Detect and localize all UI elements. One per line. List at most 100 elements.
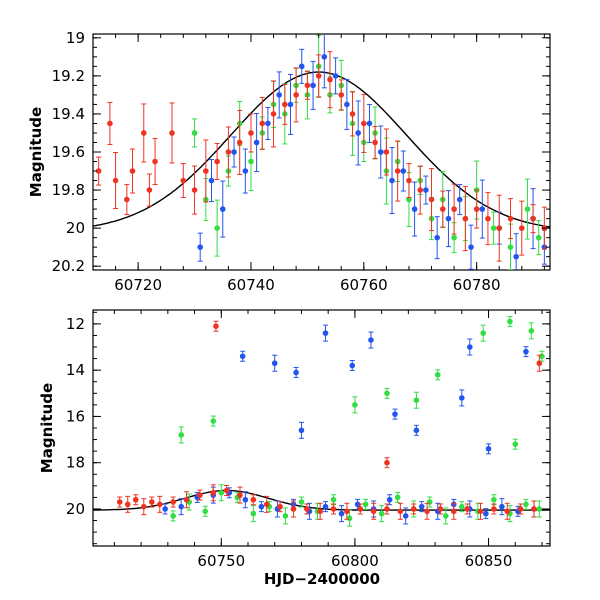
bottom-point-s2-15 [290, 500, 297, 518]
data-point [265, 120, 271, 127]
data-point [140, 130, 147, 136]
data-point [440, 206, 446, 212]
top-point-s0-23 [456, 184, 463, 216]
data-point [372, 139, 378, 146]
top-point-s2-10 [191, 165, 198, 215]
top-point-s0-27 [513, 233, 519, 270]
data-point [332, 73, 339, 79]
data-point [152, 158, 158, 165]
top-point-s2-15 [248, 113, 254, 153]
data-point [282, 101, 288, 108]
data-point [338, 92, 345, 98]
bottom-point-s0-0 [162, 503, 168, 515]
bottom-point-s2-24 [410, 503, 417, 515]
bottom-point-s0-5 [242, 491, 249, 509]
y-tick-label: 19.8 [52, 181, 85, 199]
bottom-point-s1-7 [282, 507, 289, 525]
bottom-point-s1-3 [218, 484, 225, 502]
data-point [298, 427, 305, 434]
top-point-s2-3 [124, 184, 130, 216]
top-model-curve [93, 71, 550, 228]
bottom-point-s0-10 [322, 501, 329, 513]
data-point [512, 441, 519, 447]
data-point [263, 501, 270, 508]
data-point [197, 244, 203, 250]
bottom-point-s0-20 [483, 508, 489, 520]
bottom-point-s2-32 [517, 503, 524, 515]
data-point [524, 206, 531, 212]
data-point [322, 330, 329, 336]
data-point [157, 501, 163, 508]
data-point [450, 508, 457, 515]
bottom-point-s2-35 [536, 354, 543, 372]
data-point [531, 506, 537, 512]
top-point-s2-16 [259, 96, 266, 150]
data-point [507, 244, 514, 250]
bottom-point-s1-5 [250, 505, 257, 523]
bottom-point-s2-8 [197, 489, 203, 501]
top-point-s2-28 [394, 140, 401, 202]
y-tick-label: 20.2 [52, 257, 85, 275]
data-point [248, 158, 254, 165]
y-tick-label: 14 [66, 361, 85, 379]
data-point [483, 510, 489, 517]
bottom-point-s0-11 [338, 505, 345, 523]
data-point [210, 489, 217, 496]
data-point [445, 215, 452, 222]
bottom-point-s1-25 [178, 426, 184, 444]
data-point [315, 73, 322, 79]
data-point [384, 506, 390, 512]
data-point [95, 168, 102, 174]
data-point [169, 130, 175, 136]
bottom-point-s2-4 [148, 496, 155, 508]
data-point [357, 506, 364, 512]
top-point-s2-30 [417, 165, 424, 215]
data-point [298, 499, 305, 505]
data-point [248, 130, 254, 136]
data-point [499, 503, 505, 510]
top-point-s2-7 [152, 138, 158, 186]
bottom-point-s1-12 [362, 498, 369, 510]
top-point-s0-12 [332, 57, 339, 95]
data-point [310, 82, 316, 89]
data-point [462, 215, 469, 222]
data-point [203, 168, 209, 174]
top-point-s2-33 [451, 183, 457, 235]
data-point [242, 168, 249, 174]
data-point [124, 196, 130, 203]
data-point [451, 206, 457, 212]
data-point [428, 196, 435, 203]
top-point-s2-31 [428, 168, 435, 232]
bottom-point-s1-0 [170, 510, 176, 522]
data-point [535, 234, 542, 241]
top-point-s2-21 [315, 54, 322, 98]
y-tick-label: 20 [66, 219, 85, 237]
bottom-point-s1-4 [234, 491, 241, 503]
top-point-s2-25 [361, 93, 367, 153]
data-point [523, 348, 529, 355]
data-point [202, 508, 209, 515]
data-point [504, 508, 511, 515]
data-point [180, 177, 187, 184]
data-point [402, 513, 409, 519]
data-point [327, 76, 333, 83]
top-point-s0-16 [377, 125, 384, 179]
data-point [491, 496, 497, 503]
top-point-s2-20 [304, 70, 311, 100]
data-point [214, 158, 220, 165]
data-point [437, 506, 444, 512]
data-point [223, 487, 230, 494]
data-point [237, 492, 243, 498]
top-point-s0-11 [321, 34, 328, 89]
data-point [394, 494, 401, 501]
bottom-model-line [93, 489, 550, 511]
data-point [507, 215, 514, 222]
bottom-point-s2-12 [250, 494, 257, 506]
top-point-s0-13 [344, 78, 350, 130]
data-point [208, 177, 215, 184]
bottom-point-s2-36 [384, 457, 390, 469]
bottom-point-s0-30 [413, 424, 420, 436]
data-point [349, 111, 356, 117]
data-point [496, 225, 503, 231]
bottom-point-s2-21 [370, 502, 377, 520]
